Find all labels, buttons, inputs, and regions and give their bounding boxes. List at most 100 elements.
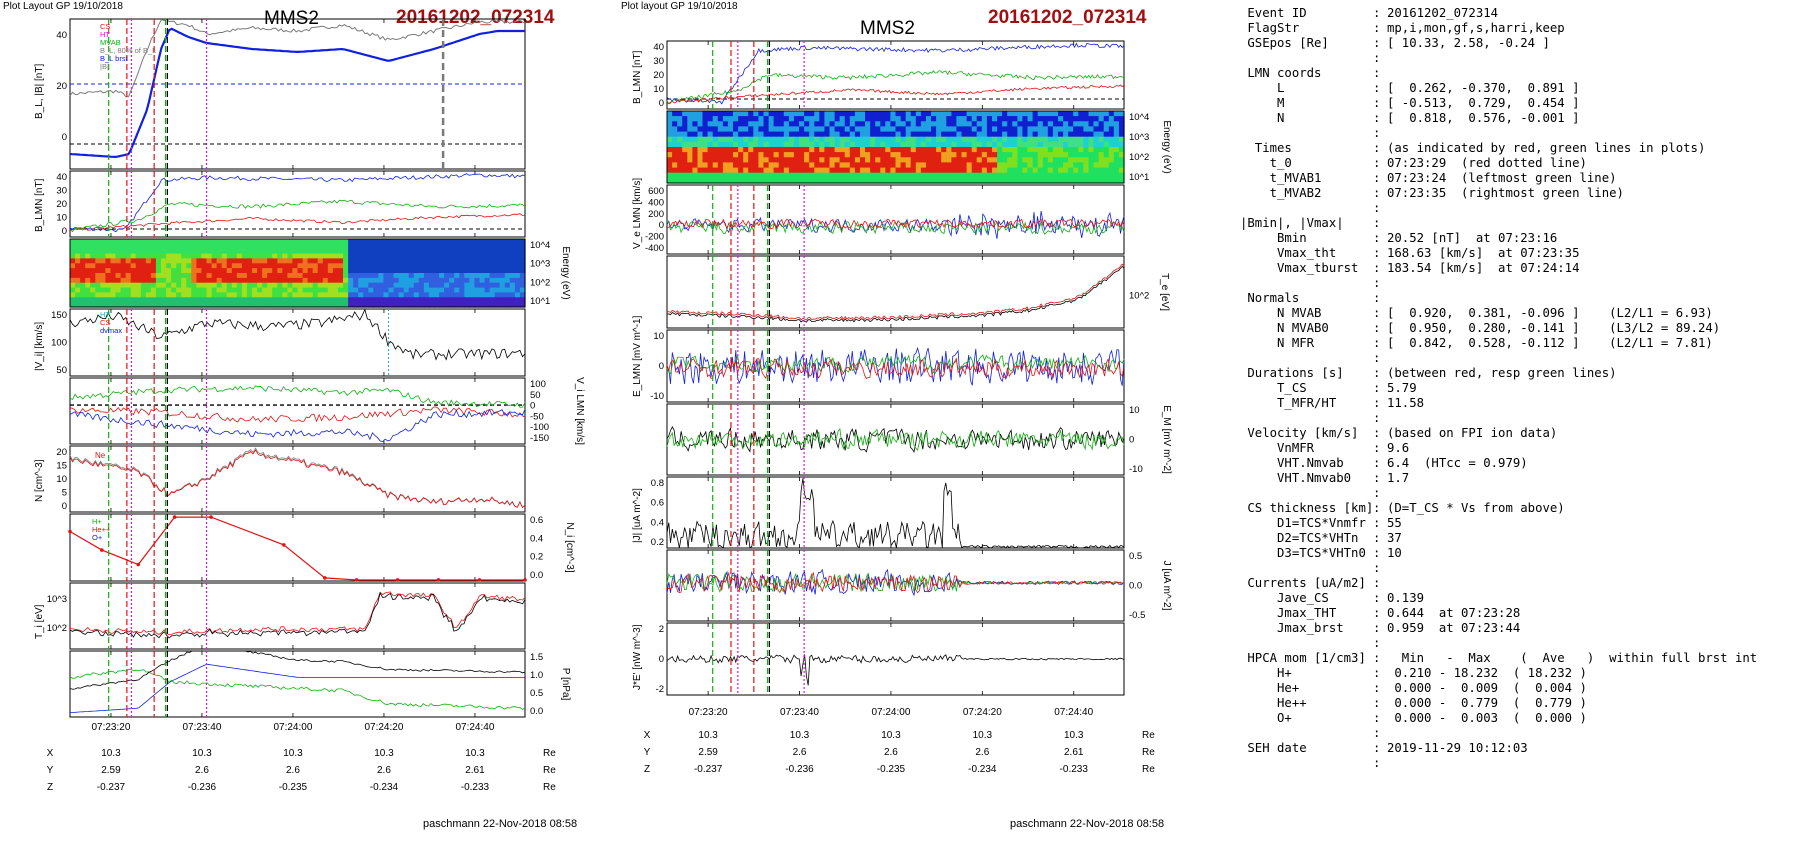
spectrogram-cell xyxy=(682,116,688,122)
time-tick-label: 07:23:40 xyxy=(780,707,819,718)
spectrogram-cell xyxy=(115,287,122,294)
spectrogram-cell xyxy=(712,167,719,174)
spectrogram-cell xyxy=(992,116,998,122)
spectrogram-cell xyxy=(860,152,866,158)
spectrogram-cell xyxy=(1068,116,1074,122)
spectrogram-cell xyxy=(1017,147,1024,153)
spectrogram-cell xyxy=(201,248,208,255)
spectrogram-cell xyxy=(348,277,354,284)
spectrogram-cell xyxy=(783,131,790,138)
spectrogram-cell xyxy=(272,297,278,303)
position-value: -0.236 xyxy=(785,764,814,775)
spectrogram-cell xyxy=(895,167,902,174)
spectrogram-cell xyxy=(499,287,506,294)
spectrogram-cell xyxy=(743,157,749,163)
spectrogram-cell xyxy=(1022,116,1029,122)
spectrogram-cell xyxy=(75,292,81,298)
spectrogram-cell xyxy=(854,167,861,174)
spectrogram-cell xyxy=(687,131,693,138)
spectrogram-cell xyxy=(880,141,886,148)
spectrogram-cell xyxy=(75,258,81,264)
spectrogram-cell xyxy=(353,282,359,289)
spectrogram-cell xyxy=(875,147,881,153)
spectrogram-cell xyxy=(302,273,309,279)
spectrogram-cell xyxy=(763,136,770,143)
legend-entry: B_L brst xyxy=(100,54,129,63)
spectrogram-cell xyxy=(885,141,891,148)
spectrogram-cell xyxy=(80,253,86,260)
spectrogram-cell xyxy=(216,292,223,298)
spectrogram-cell xyxy=(890,167,897,174)
spectrogram-cell xyxy=(484,277,491,284)
spectrogram-cell xyxy=(95,239,101,245)
spectrogram-cell xyxy=(778,172,785,179)
spectrogram-cell xyxy=(196,292,203,298)
info-row: He++: 0.000 - 0.779 ( 0.779 ) xyxy=(1240,696,1800,711)
time-tick-label: 07:24:40 xyxy=(1054,707,1093,718)
y-tick-label: 150 xyxy=(51,310,67,321)
spectrogram-cell xyxy=(1078,157,1084,163)
y-axis-label: |J| [uA m^-2] xyxy=(632,488,643,543)
spectrogram-cell xyxy=(125,273,132,279)
spectrogram-cell xyxy=(773,111,780,117)
spectrogram-cell xyxy=(1063,121,1069,127)
spectrogram-cell xyxy=(499,273,506,279)
spectrogram-cell xyxy=(307,302,314,308)
spectrogram-cell xyxy=(971,131,978,138)
spectrogram-cell xyxy=(926,157,932,163)
spectrogram-cell xyxy=(966,152,973,158)
spectrogram-cell xyxy=(915,152,922,158)
spectrogram-cell xyxy=(682,162,688,169)
spectrogram-cell xyxy=(733,162,739,169)
spectrogram-cell xyxy=(1108,157,1115,163)
spectrogram-cell xyxy=(489,292,496,298)
spectrogram-cell xyxy=(459,243,465,250)
spectrogram-cell xyxy=(277,292,283,298)
spectrogram-cell xyxy=(910,167,917,174)
spectrogram-cell xyxy=(262,243,268,250)
spectrogram-cell xyxy=(241,248,248,255)
spectrogram-cell xyxy=(363,243,369,250)
spectrogram-cell xyxy=(981,157,988,163)
spectrogram-cell xyxy=(738,116,744,122)
spectrogram-cell xyxy=(667,162,673,169)
spectrogram-cell xyxy=(804,157,810,163)
spectrogram-cell xyxy=(504,258,511,264)
info-value: [ 0.950, 0.280, -0.141 ] (L3/L2 = 89.24) xyxy=(1387,321,1721,335)
panel-te-box xyxy=(666,255,1125,329)
spectrogram-cell xyxy=(860,126,866,133)
spectrogram-cell xyxy=(748,177,754,184)
spectrogram-cell xyxy=(1047,141,1054,148)
spectrogram-cell xyxy=(961,172,968,179)
spectrogram-cell xyxy=(839,111,846,117)
spectrogram-cell xyxy=(814,111,820,117)
spectrogram-cell xyxy=(824,157,831,163)
spectrogram-cell xyxy=(1047,131,1054,138)
spectrogram-cell xyxy=(150,297,157,303)
spectrogram-cell xyxy=(1093,141,1100,148)
spectrogram-cell xyxy=(773,177,780,184)
spectrogram-cell xyxy=(753,147,759,153)
spectrogram-cell xyxy=(454,287,460,294)
spectrogram-cell xyxy=(514,263,521,269)
spectrogram-cell xyxy=(312,277,319,284)
spectrogram-cell xyxy=(997,167,1003,174)
y-tick-label: 0.0 xyxy=(1129,581,1142,592)
spectrogram-cell xyxy=(804,147,810,153)
spectrogram-cell xyxy=(287,292,294,298)
spectrogram-cell xyxy=(241,277,248,284)
spectrogram-cell xyxy=(727,126,734,133)
spectrogram-cell xyxy=(992,126,998,133)
spectrogram-cell xyxy=(819,136,825,143)
spectrogram-cell xyxy=(464,302,470,308)
spectrogram-cell xyxy=(155,292,162,298)
spectrogram-cell xyxy=(191,292,197,298)
spectrogram-cell xyxy=(277,282,283,289)
spectrogram-cell xyxy=(272,243,278,250)
spectrogram-cell xyxy=(743,131,749,138)
spectrogram-cell xyxy=(976,162,983,169)
spectrogram-cell xyxy=(804,121,810,127)
spectrogram-cell xyxy=(926,141,932,148)
spectrogram-cell xyxy=(348,253,354,260)
spectrogram-cell xyxy=(1073,177,1079,184)
